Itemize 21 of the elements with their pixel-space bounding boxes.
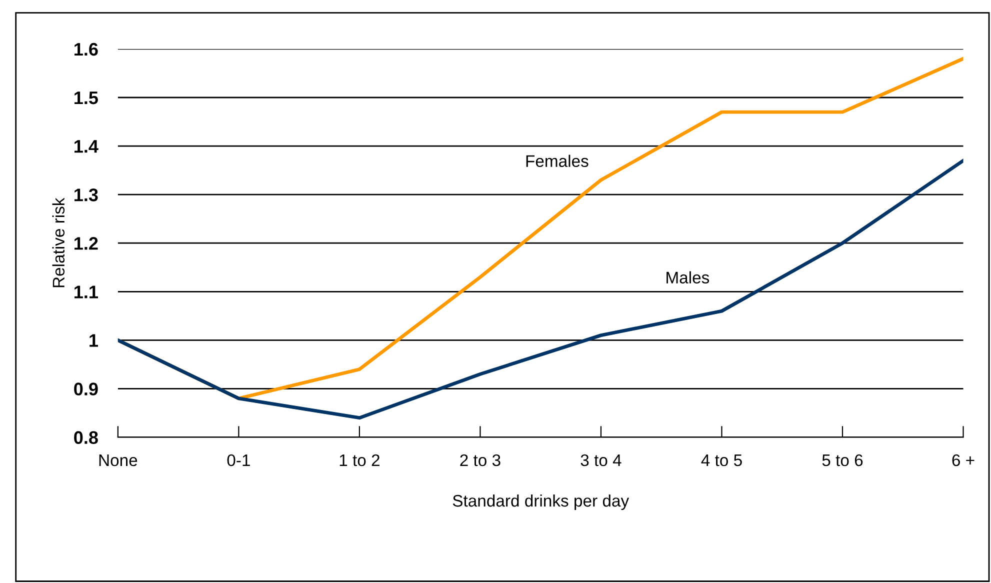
y-axis-title: Relative risk	[52, 198, 65, 288]
y-tick-label: 0.9	[74, 382, 98, 396]
x-tick-label: 3 to 4	[580, 454, 622, 466]
y-tick-label: 1.1	[74, 286, 98, 298]
series-label: Males	[666, 271, 710, 284]
y-tick-label: 1.3	[74, 188, 98, 202]
x-tick-label: 2 to 3	[460, 454, 500, 466]
y-tick-label: 1.4	[74, 140, 98, 153]
y-tick-label: 1.6	[74, 42, 98, 56]
y-tick-label: 1.2	[74, 237, 98, 250]
x-tick-label: 1 to 2	[340, 454, 380, 466]
y-tick-label: 1.5	[74, 92, 98, 104]
x-tick-label: 4 to 5	[701, 454, 742, 466]
x-axis-title: Standard drinks per day	[452, 494, 630, 510]
x-tick-label: 5 to 6	[822, 454, 863, 466]
series-label: Females	[526, 154, 588, 168]
x-tick-label: 6 +	[952, 454, 974, 466]
y-tick-label: 0.8	[74, 431, 98, 444]
x-tick-label: None	[99, 454, 138, 466]
y-tick-label: 1	[90, 334, 98, 347]
x-tick-label: 0-1	[227, 454, 250, 466]
